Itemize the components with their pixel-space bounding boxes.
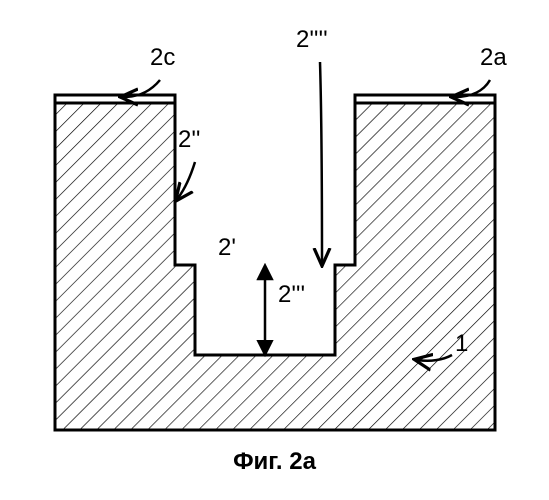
label-2ddd: 2''' bbox=[278, 281, 305, 309]
label-1: 1 bbox=[455, 330, 468, 358]
label-2c: 2c bbox=[150, 44, 175, 72]
leader-2dddd bbox=[320, 62, 322, 262]
label-2p: 2' bbox=[218, 234, 236, 262]
leader-2dd bbox=[178, 162, 195, 198]
label-2a: 2a bbox=[480, 44, 507, 72]
top-layer-right bbox=[355, 95, 495, 103]
top-layer-left bbox=[55, 95, 175, 103]
figure-svg bbox=[0, 0, 549, 500]
label-2dd: 2'' bbox=[178, 126, 201, 154]
label-2dddd: 2'''' bbox=[296, 26, 328, 54]
figure-caption: Фиг. 2a bbox=[0, 448, 549, 476]
body-region-1 bbox=[55, 103, 495, 430]
